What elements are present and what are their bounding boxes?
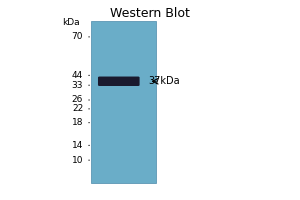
Text: kDa: kDa xyxy=(62,18,80,27)
Bar xyxy=(91,21,156,183)
Text: Western Blot: Western Blot xyxy=(110,7,190,20)
Text: 33: 33 xyxy=(72,81,83,90)
Text: 10: 10 xyxy=(72,156,83,165)
Text: 70: 70 xyxy=(72,32,83,41)
Text: 14: 14 xyxy=(72,141,83,150)
Text: 44: 44 xyxy=(72,71,83,80)
Text: 26: 26 xyxy=(72,96,83,104)
Text: 22: 22 xyxy=(72,104,83,113)
Text: 37kDa: 37kDa xyxy=(148,76,180,86)
Text: 18: 18 xyxy=(72,118,83,127)
FancyBboxPatch shape xyxy=(98,77,140,86)
